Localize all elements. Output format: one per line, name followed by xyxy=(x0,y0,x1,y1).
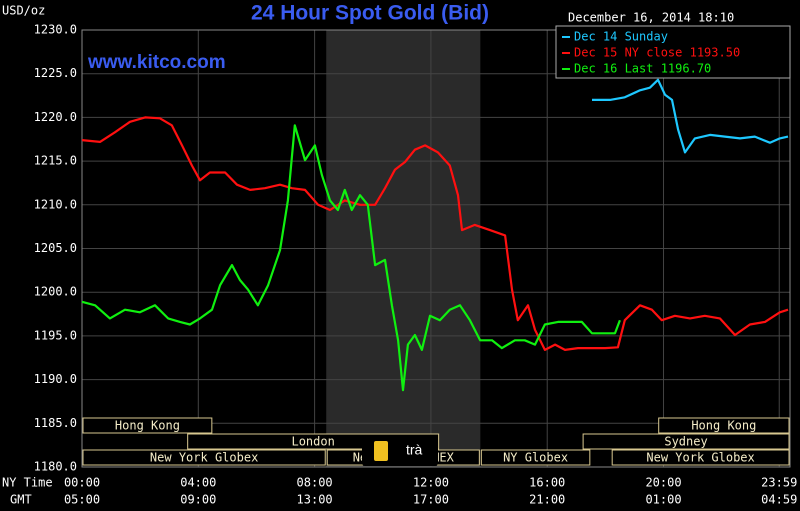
y-axis-label: USD/oz xyxy=(2,4,45,18)
timestamp: December 16, 2014 18:10 xyxy=(568,11,734,25)
x2-tick-label: 04:59 xyxy=(761,493,797,507)
y-tick-label: 1180.0 xyxy=(34,460,77,474)
x-tick-label: 23:59 xyxy=(761,476,797,490)
chart-title: 24 Hour Spot Gold (Bid) xyxy=(251,2,489,25)
y-tick-label: 1225.0 xyxy=(34,66,77,80)
x2-tick-label: 17:00 xyxy=(413,493,449,507)
session-label: Hong Kong xyxy=(691,419,756,433)
legend-label: Dec 15 NY close 1193.50 xyxy=(574,46,740,60)
overlay-icon xyxy=(374,441,388,461)
x-tick-label: 04:00 xyxy=(180,476,216,490)
y-tick-label: 1230.0 xyxy=(34,23,77,37)
y-tick-label: 1215.0 xyxy=(34,154,77,168)
x2-tick-label: 21:00 xyxy=(529,493,565,507)
session-label: NY Globex xyxy=(503,451,568,465)
x2-tick-label: 05:00 xyxy=(64,493,100,507)
session-label: New York Globex xyxy=(646,451,754,465)
x2-tick-label: 09:00 xyxy=(180,493,216,507)
y-tick-label: 1195.0 xyxy=(34,328,77,342)
y-tick-label: 1200.0 xyxy=(34,285,77,299)
overlay-text: trà xyxy=(406,442,423,458)
website: www.kitco.com xyxy=(87,52,226,73)
y-tick-label: 1190.0 xyxy=(34,372,77,386)
y-tick-label: 1205.0 xyxy=(34,241,77,255)
overlay-popup xyxy=(362,436,438,466)
plot-border xyxy=(81,29,791,468)
session-label: Sydney xyxy=(664,435,707,449)
x-tick-label: 20:00 xyxy=(645,476,681,490)
session-label: London xyxy=(291,435,334,449)
x-tick-label: 16:00 xyxy=(529,476,565,490)
session-bar xyxy=(82,417,213,434)
x-tick-label: 00:00 xyxy=(64,476,100,490)
session-bar xyxy=(658,417,790,434)
y-tick-label: 1220.0 xyxy=(34,110,77,124)
legend-label: Dec 16 Last 1196.70 xyxy=(574,62,711,76)
x2-tick-label: 01:00 xyxy=(645,493,681,507)
session-label: New York Globex xyxy=(150,451,258,465)
session-label: Hong Kong xyxy=(115,419,180,433)
series-line xyxy=(81,124,621,392)
x-tick-label: 08:00 xyxy=(297,476,333,490)
session-bar xyxy=(582,433,790,450)
y-tick-label: 1210.0 xyxy=(34,197,77,211)
legend-box xyxy=(555,25,791,79)
x2-tick-label: 13:00 xyxy=(297,493,333,507)
x-tick-label: 12:00 xyxy=(413,476,449,490)
session-bar xyxy=(611,449,790,466)
y-tick-label: 1185.0 xyxy=(34,416,77,430)
x2-axis-label: GMT xyxy=(10,493,32,507)
series-line xyxy=(81,116,789,351)
session-bar xyxy=(480,449,591,466)
session-bar xyxy=(82,449,326,466)
legend-label: Dec 14 Sunday xyxy=(574,30,668,44)
series-line xyxy=(592,78,789,154)
x-axis-label: NY Time xyxy=(2,476,53,490)
